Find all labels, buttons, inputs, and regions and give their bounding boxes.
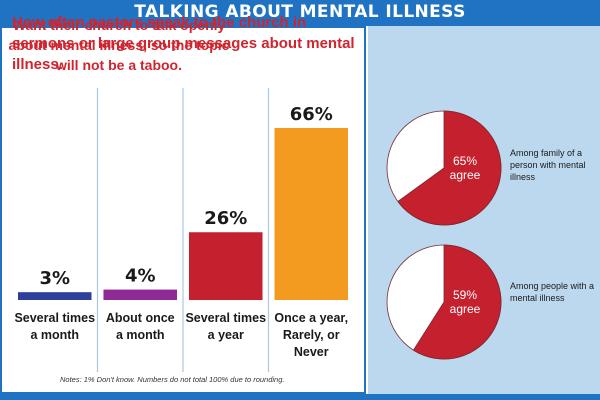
bar-1	[17, 292, 92, 300]
pie-1-label: Among family of a person with mental ill…	[510, 148, 586, 182]
x-tick-label-1: a month	[30, 328, 79, 342]
pie-2-label: Among people with a mental illness	[510, 281, 595, 303]
x-tick-label-4: Rarely, or	[283, 328, 340, 342]
pie-2-percent-label: 59%	[453, 288, 477, 302]
data-label-2: 4%	[125, 266, 156, 287]
x-tick-label-1: Several times	[14, 311, 95, 325]
pie-1-percent-label: 65%	[453, 154, 477, 168]
x-tick-label-2: About once	[106, 311, 175, 325]
x-tick-label-2: a month	[116, 328, 165, 342]
bottom-strip	[0, 394, 600, 400]
chart-notes: Notes: 1% Don't know. Numbers do not tot…	[60, 375, 285, 384]
right-panel-title: Want their church to talk openly about m…	[8, 17, 230, 73]
data-label-1: 3%	[39, 268, 70, 289]
x-tick-label-3: a year	[208, 328, 244, 342]
pie-1-slice-agree	[397, 110, 502, 226]
x-tick-label-4: Once a year,	[274, 311, 348, 325]
x-tick-label-3: Several times	[185, 311, 266, 325]
bar-2	[103, 289, 178, 300]
x-tick-label-4: Never	[294, 345, 329, 359]
bar-4	[274, 128, 349, 300]
pie-1-agree-label: agree	[450, 168, 481, 182]
data-label-4: 66%	[290, 104, 333, 125]
bar-3	[188, 232, 263, 300]
left-chart-title: How often pastors speak to the church in…	[12, 14, 355, 73]
banner-title: TALKING ABOUT MENTAL ILLNESS	[0, 0, 600, 26]
pie-2-slice-agree	[412, 244, 502, 360]
data-label-3: 26%	[204, 208, 247, 229]
pie-2-agree-label: agree	[450, 302, 481, 316]
